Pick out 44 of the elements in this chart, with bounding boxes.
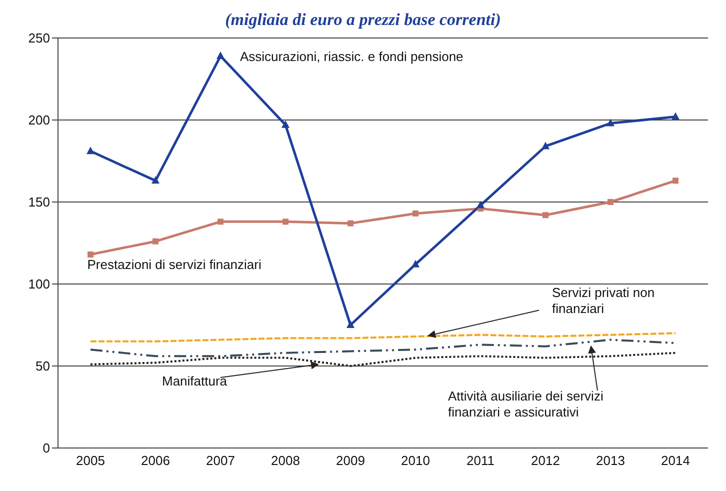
x-tick-label: 2012 <box>531 453 560 468</box>
point <box>86 146 94 154</box>
point <box>152 238 158 244</box>
x-tick-label: 2014 <box>661 453 690 468</box>
point <box>88 251 94 258</box>
y-tick-label: 0 <box>42 440 50 456</box>
y-tick-label: 200 <box>28 112 50 128</box>
x-tick-label: 2008 <box>271 453 300 468</box>
x-tick-label: 2007 <box>206 453 235 468</box>
y-tick-label: 250 <box>28 30 50 46</box>
point <box>282 218 288 225</box>
x-tick-label: 2006 <box>141 453 170 468</box>
series-label: Assicurazioni, riassic. e fondi pensione <box>240 48 464 64</box>
x-tick-label: 2011 <box>466 453 494 468</box>
series-label: Manifattura <box>162 374 228 389</box>
text: Attività ausiliarie dei servizi finanziari e assicurativi <box>448 388 604 420</box>
point <box>346 320 354 328</box>
series-label: Servizi privati non finanziari <box>552 285 655 316</box>
point <box>152 176 160 184</box>
y-tick-label: 150 <box>28 194 50 210</box>
chart-title: (migliaia di euro a prezzi base correnti) <box>224 10 502 30</box>
point <box>216 52 224 60</box>
y-tick-label: 50 <box>36 358 50 374</box>
x-tick-label: 2009 <box>336 453 365 468</box>
y-tick-label: 100 <box>28 276 50 292</box>
point <box>412 260 420 268</box>
point <box>606 118 614 126</box>
point <box>542 142 550 150</box>
line-series <box>90 332 676 342</box>
point <box>282 120 290 128</box>
point <box>348 220 354 226</box>
x-tick-label: 2010 <box>401 453 430 468</box>
x-tick-label: 2005 <box>76 453 105 468</box>
point <box>672 112 680 120</box>
point <box>542 212 548 218</box>
line-series <box>90 352 676 367</box>
point <box>218 218 224 225</box>
line-series <box>90 338 676 358</box>
series-label: Prestazioni di servizi finanziari <box>87 257 262 272</box>
point <box>476 200 484 208</box>
point <box>608 199 614 205</box>
x-tick-label: 2013 <box>596 453 625 468</box>
point <box>412 210 418 216</box>
point <box>672 178 678 184</box>
